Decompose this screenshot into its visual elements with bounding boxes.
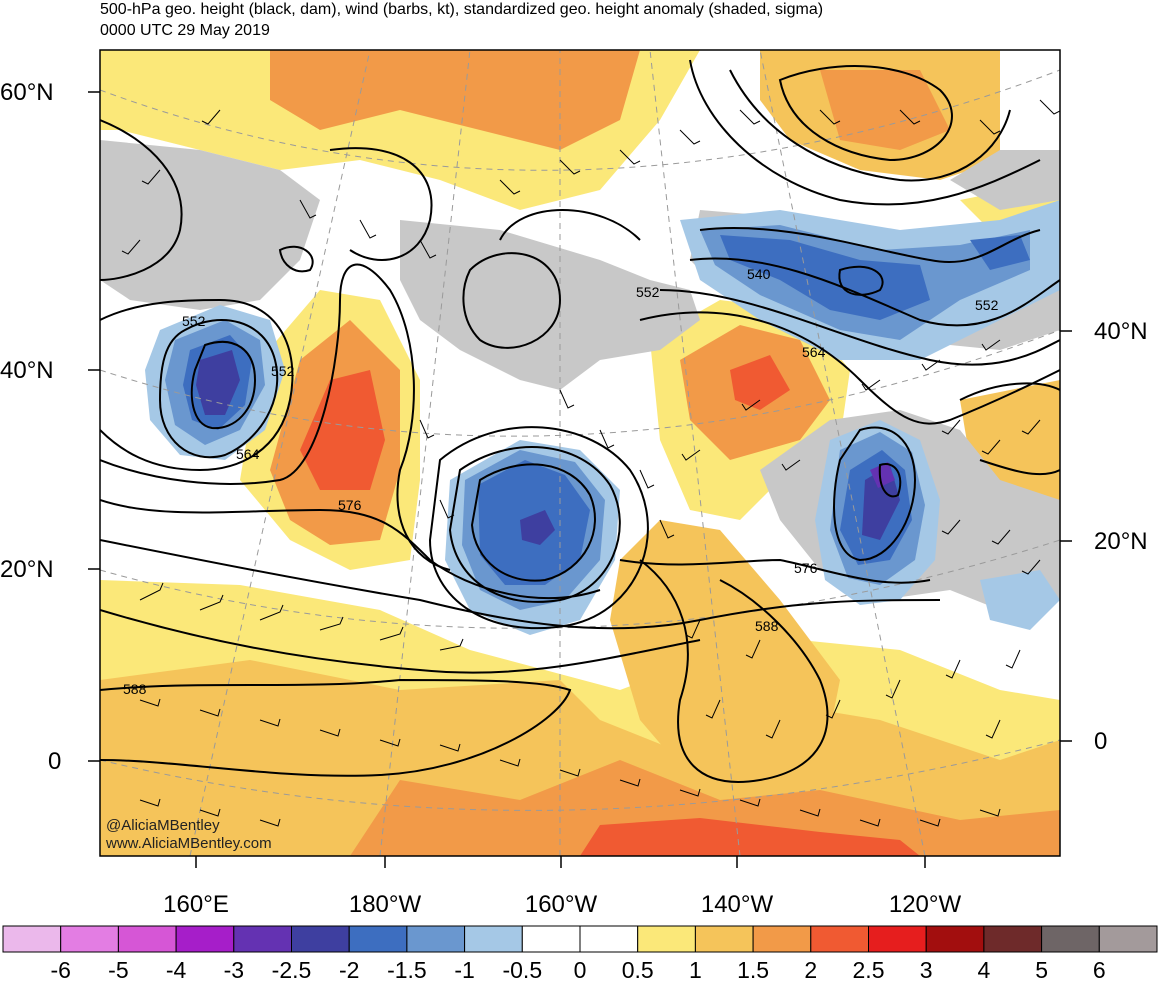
- lon-label: 160°E: [163, 891, 229, 918]
- colorbar-swatch: [233, 925, 293, 953]
- colorbar-label: -1: [454, 957, 475, 983]
- lat-label-left: 0: [48, 748, 62, 775]
- lon-label: 160°W: [524, 891, 598, 918]
- colorbar-label: -0.5: [502, 957, 543, 983]
- colorbar-label: -6: [50, 957, 71, 983]
- contour-label: 588: [123, 681, 147, 697]
- lat-label-right: 0: [1094, 728, 1108, 755]
- colorbar-swatch: [694, 925, 754, 953]
- figure-title: 500-hPa geo. height (black, dam), wind (…: [100, 1, 824, 18]
- colorbar-swatch: [406, 925, 466, 953]
- colorbar-label: 6: [1092, 957, 1106, 983]
- colorbar-swatch: [579, 925, 639, 953]
- credit-url: www.AliciaMBentley.com: [106, 835, 272, 852]
- contour-label: 576: [338, 497, 362, 513]
- contour-label: 564: [802, 344, 826, 360]
- colorbar-swatch: [117, 925, 177, 953]
- colorbar-swatch: [60, 925, 119, 953]
- map-plot: 552 552 564 576 540 552 552 564 576 588 …: [100, 50, 1060, 856]
- colorbar-label: -5: [108, 957, 129, 983]
- colorbar-label: 0.5: [621, 957, 654, 983]
- colorbar-swatch: [1098, 925, 1158, 953]
- lat-label-right: 20°N: [1094, 528, 1148, 555]
- colorbar-swatch: [175, 925, 235, 953]
- colorbar-swatch: [983, 925, 1043, 953]
- figure-date: 0000 UTC 29 May 2019: [100, 22, 270, 39]
- colorbar-label: 1: [688, 957, 702, 983]
- negative-anomaly-fields: [145, 200, 1060, 635]
- colorbar: [2, 925, 1158, 953]
- contour-label: 576: [794, 560, 818, 576]
- contour-label: 552: [975, 297, 999, 313]
- colorbar-swatch: [637, 925, 696, 953]
- wind-barbs: [121, 99, 1060, 827]
- colorbar-label: -2.5: [271, 957, 312, 983]
- contour-label: 588: [755, 618, 779, 634]
- colorbar-swatch: [464, 925, 523, 953]
- colorbar-swatch: [1041, 925, 1100, 953]
- colorbar-swatch: [2, 925, 62, 953]
- contour-label: 552: [271, 363, 295, 379]
- lat-label-right: 40°N: [1094, 318, 1148, 345]
- colorbar-label: -1.5: [387, 957, 427, 983]
- contour-label: 552: [182, 313, 206, 329]
- colorbar-label: 1.5: [737, 957, 770, 983]
- colorbar-swatch: [810, 925, 869, 953]
- height-contours: [100, 59, 1060, 783]
- lon-label: 120°W: [888, 891, 962, 918]
- colorbar-label: 2.5: [852, 957, 885, 983]
- colorbar-label: 3: [919, 957, 933, 983]
- lat-label-left: 60°N: [0, 79, 54, 106]
- lat-label-left: 20°N: [0, 556, 54, 583]
- colorbar-label: -2: [338, 957, 360, 983]
- lat-label-left: 40°N: [0, 357, 54, 384]
- colorbar-label: 4: [977, 957, 991, 983]
- colorbar-label: 0: [573, 957, 587, 983]
- lon-label: 140°W: [700, 891, 774, 918]
- contour-label: 564: [236, 446, 260, 462]
- colorbar-swatch: [521, 925, 581, 953]
- colorbar-label: -3: [223, 957, 245, 983]
- lon-label: 180°W: [348, 891, 422, 918]
- colorbar-label: 2: [804, 957, 818, 983]
- contour-label: 540: [747, 266, 771, 282]
- colorbar-swatch: [291, 925, 350, 953]
- colorbar-swatch: [868, 925, 927, 953]
- axis-ticks: [88, 91, 1072, 868]
- colorbar-label: 5: [1035, 957, 1048, 983]
- colorbar-swatch: [925, 925, 985, 953]
- colorbar-swatch: [348, 925, 408, 953]
- credit-handle: @AliciaMBentley: [106, 817, 220, 834]
- plot-frame: [99, 49, 1061, 857]
- colorbar-label: -4: [165, 957, 187, 983]
- contour-labels: 552 552 564 576 540 552 552 564 576 588 …: [123, 266, 999, 697]
- positive-anomaly-fields: [100, 50, 1060, 856]
- colorbar-swatch: [752, 925, 812, 953]
- contour-label: 552: [636, 284, 660, 300]
